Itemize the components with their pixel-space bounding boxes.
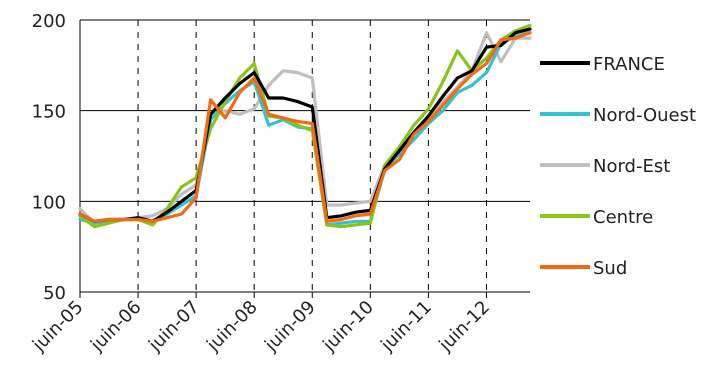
x-tick-label: juin-05 [28,297,88,357]
x-tick-label: juin-07 [144,297,204,357]
legend: FRANCE Nord-Ouest Nord-Est Centre Sud [540,54,696,279]
x-tick-label: juin-10 [318,297,378,357]
legend-label: Sud [593,258,627,279]
legend-label: Centre [593,207,653,228]
series-lines [78,23,532,229]
legend-label: Nord-Ouest [593,105,696,126]
legend-label: Nord-Est [593,156,670,177]
series-line-sud [78,31,532,223]
legend-label: FRANCE [593,54,665,75]
x-tick-label: juin-11 [376,297,436,357]
y-tick-label: 200 [32,11,66,32]
x-tick-label: juin-08 [202,297,262,357]
y-tick-label: 150 [32,102,66,123]
y-tick-label: 50 [43,283,66,304]
x-tick-label: juin-06 [86,297,146,357]
grid [80,19,530,293]
y-tick-label: 100 [32,192,66,213]
x-tick-label: juin-09 [260,297,320,357]
series-line-centre [78,23,532,229]
x-tick-label: juin-12 [434,297,494,357]
